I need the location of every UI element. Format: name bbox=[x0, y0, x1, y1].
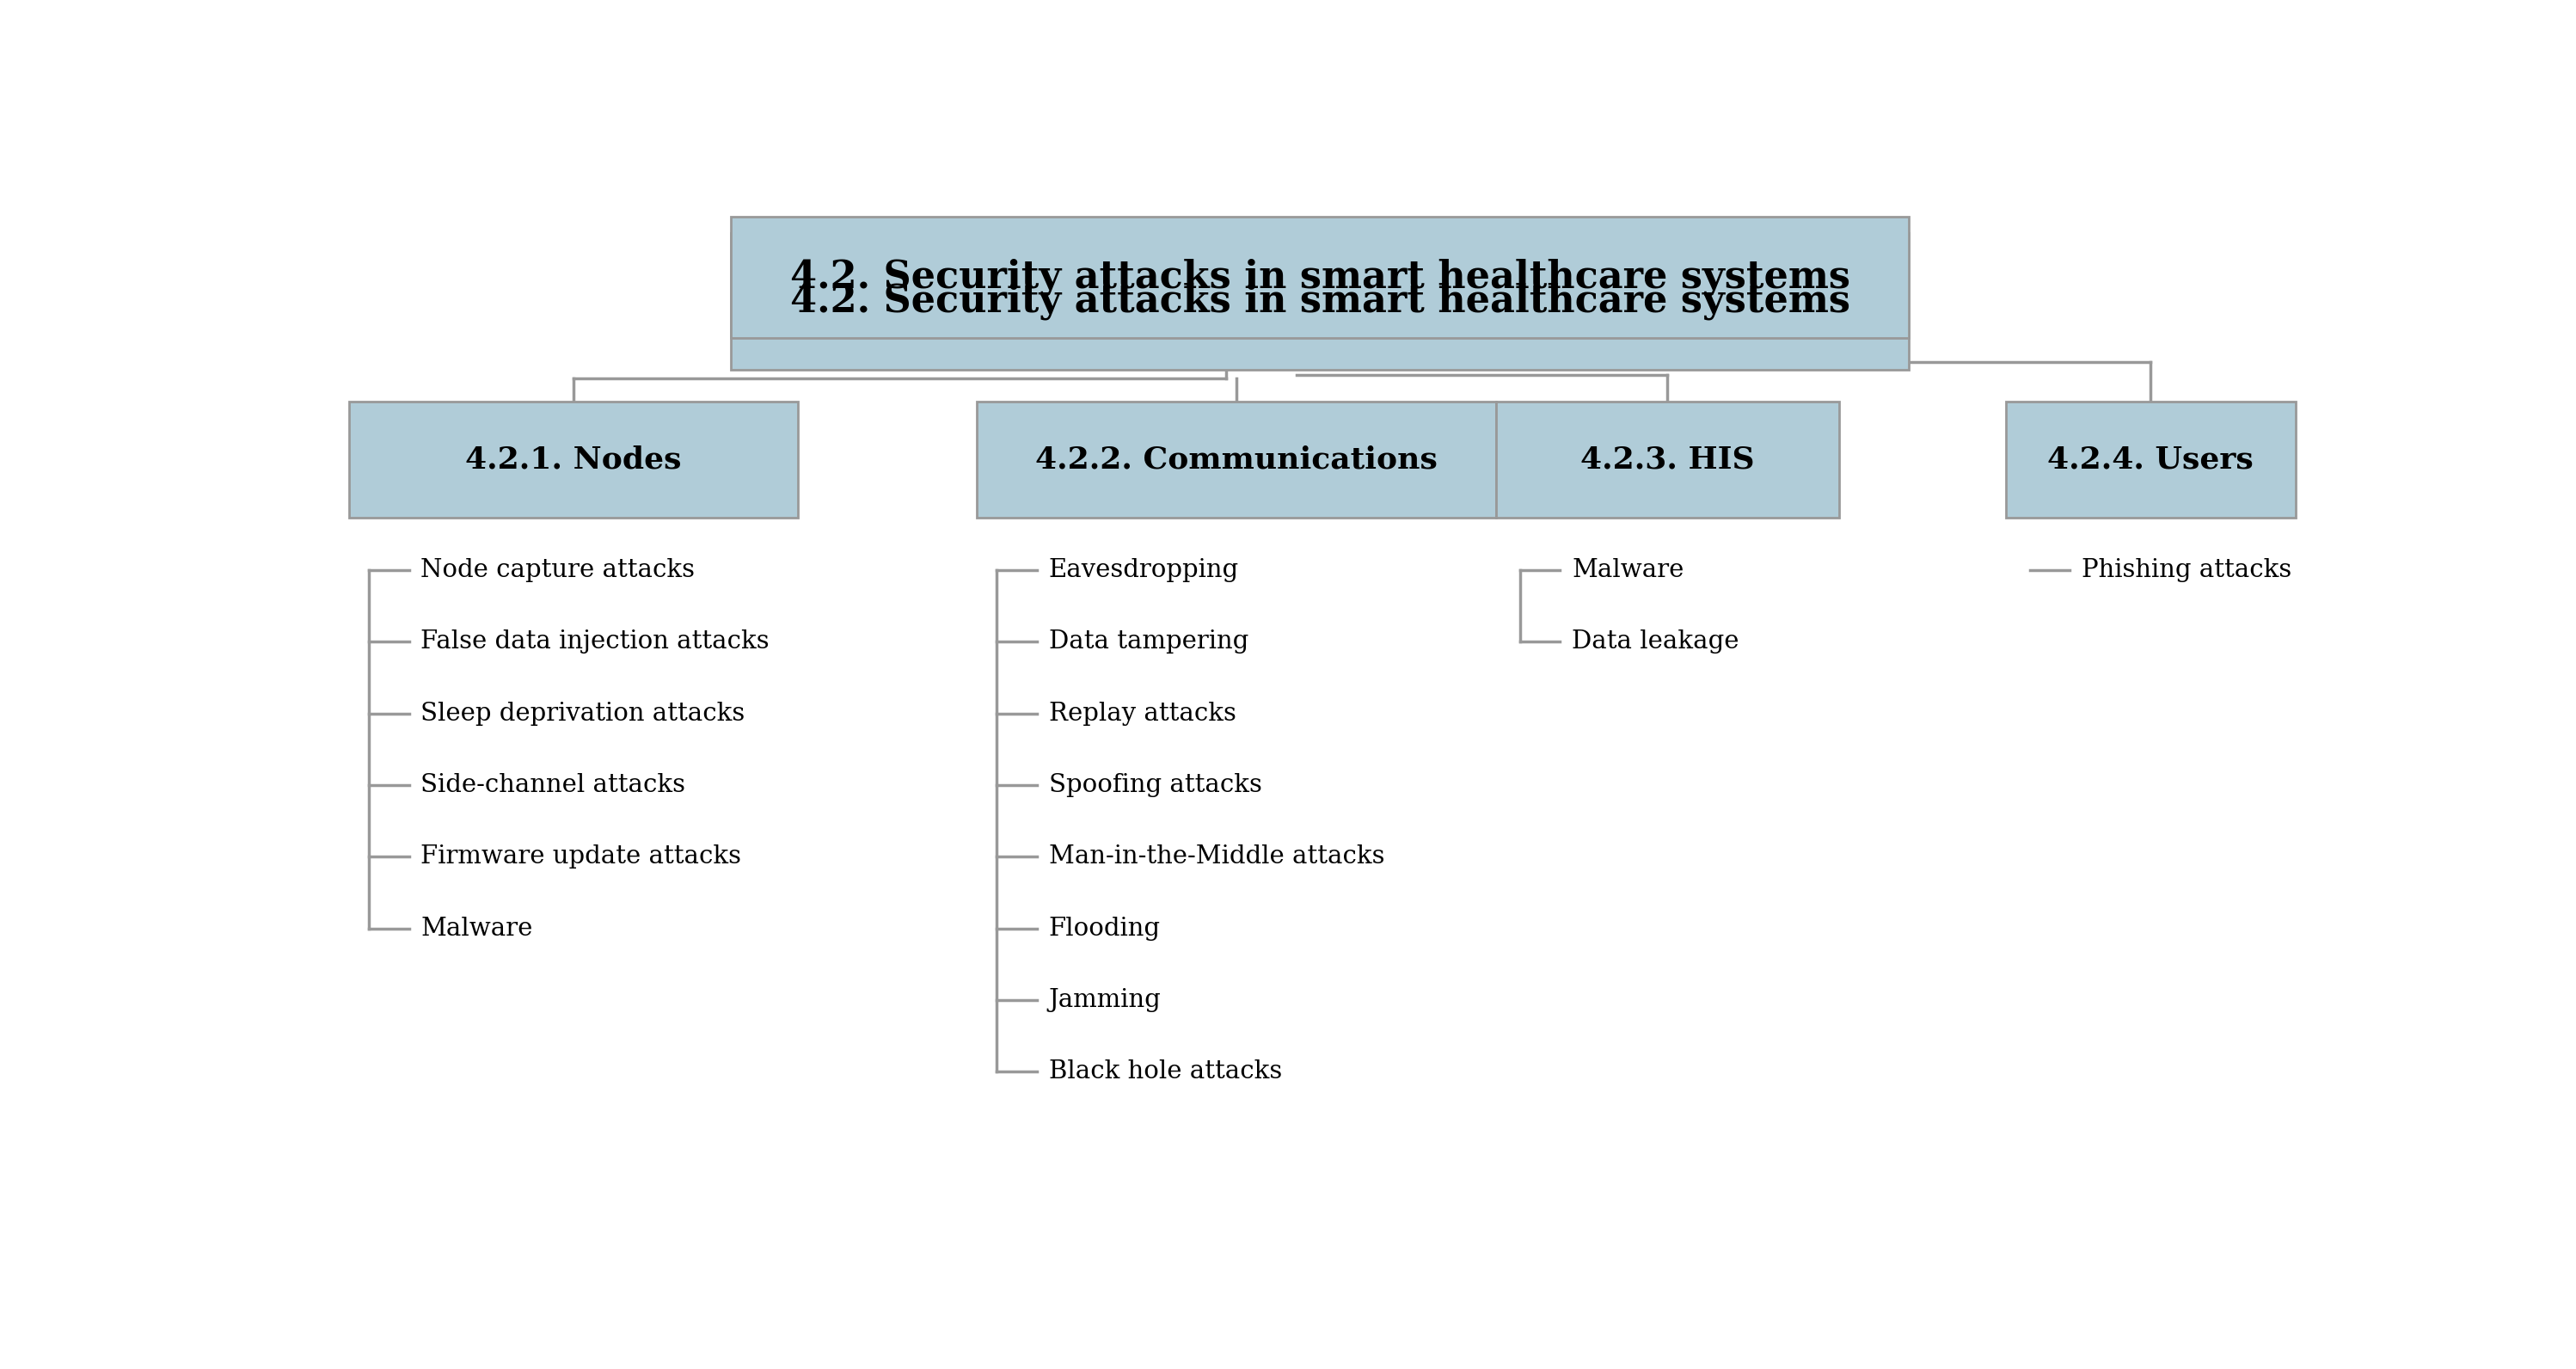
Text: 4.2.1. Nodes: 4.2.1. Nodes bbox=[466, 445, 683, 474]
Text: Man-in-the-Middle attacks: Man-in-the-Middle attacks bbox=[1048, 845, 1383, 869]
FancyBboxPatch shape bbox=[732, 233, 1909, 370]
Text: Side-channel attacks: Side-channel attacks bbox=[420, 773, 685, 797]
Text: Node capture attacks: Node capture attacks bbox=[420, 559, 696, 582]
Text: 4.2.3. HIS: 4.2.3. HIS bbox=[1582, 445, 1754, 474]
Text: Jamming: Jamming bbox=[1048, 988, 1162, 1012]
Text: 4.2. Security attacks in smart healthcare systems: 4.2. Security attacks in smart healthcar… bbox=[791, 259, 1850, 296]
Text: Firmware update attacks: Firmware update attacks bbox=[420, 845, 742, 869]
FancyBboxPatch shape bbox=[976, 401, 1497, 517]
Text: 4.2.2. Communications: 4.2.2. Communications bbox=[1036, 445, 1437, 474]
Text: Malware: Malware bbox=[1571, 559, 1685, 582]
FancyBboxPatch shape bbox=[732, 216, 1909, 338]
Text: 4.2. Security attacks in smart healthcare systems: 4.2. Security attacks in smart healthcar… bbox=[791, 282, 1850, 320]
Text: Sleep deprivation attacks: Sleep deprivation attacks bbox=[420, 701, 744, 726]
FancyBboxPatch shape bbox=[1497, 401, 1839, 517]
Text: Eavesdropping: Eavesdropping bbox=[1048, 559, 1239, 582]
Text: Malware: Malware bbox=[420, 916, 533, 941]
Text: Data tampering: Data tampering bbox=[1048, 630, 1249, 654]
Text: Data leakage: Data leakage bbox=[1571, 630, 1739, 654]
Text: Black hole attacks: Black hole attacks bbox=[1048, 1060, 1283, 1084]
Text: False data injection attacks: False data injection attacks bbox=[420, 630, 770, 654]
Text: Flooding: Flooding bbox=[1048, 916, 1159, 941]
Text: Spoofing attacks: Spoofing attacks bbox=[1048, 773, 1262, 797]
FancyBboxPatch shape bbox=[348, 401, 799, 517]
Text: Phishing attacks: Phishing attacks bbox=[2081, 559, 2293, 582]
Text: 4.2.4. Users: 4.2.4. Users bbox=[2048, 445, 2254, 474]
FancyBboxPatch shape bbox=[2007, 401, 2295, 517]
Text: Replay attacks: Replay attacks bbox=[1048, 701, 1236, 726]
